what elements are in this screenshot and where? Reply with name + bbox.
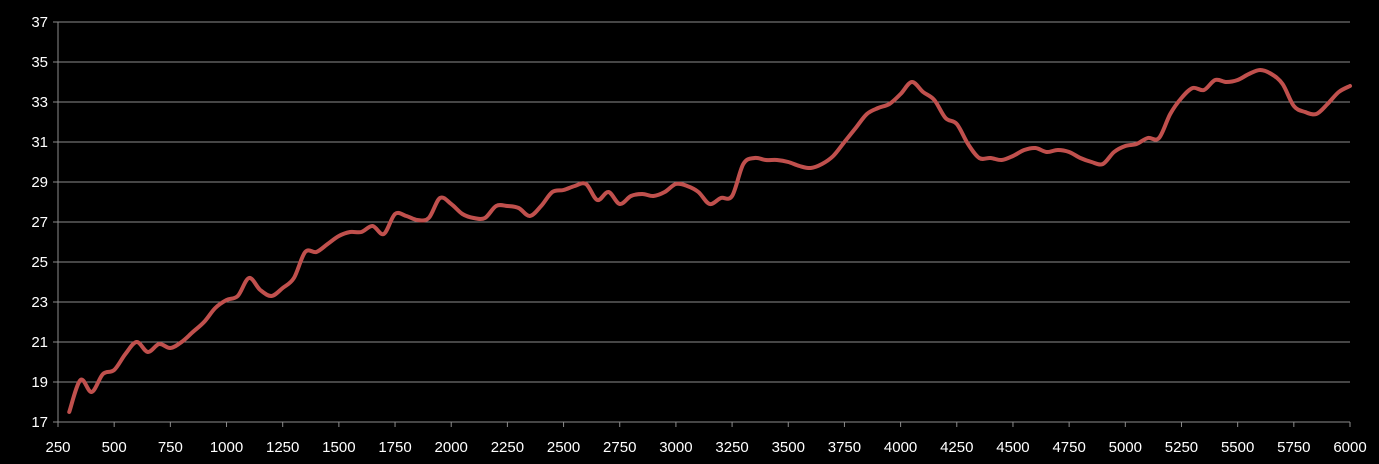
y-tick-label: 17 (31, 414, 48, 431)
gridlines (58, 21, 1350, 383)
x-tick-label: 4250 (940, 439, 973, 456)
x-tick-label: 3250 (715, 439, 748, 456)
x-tick-label: 4000 (884, 439, 917, 456)
x-tick-label: 2750 (603, 439, 636, 456)
tick-labels: 17 19 21 23 25 27 29 31 33 35 37 250 500 750 1000 1250 1… (31, 14, 1366, 456)
x-tick-label: 6000 (1333, 439, 1366, 456)
y-tick-label: 19 (31, 374, 48, 391)
series-layer (67, 68, 1352, 414)
x-tick-label: 4750 (1052, 439, 1085, 456)
x-tick-label: 500 (102, 439, 127, 456)
x-tick-label: 5000 (1109, 439, 1142, 456)
y-tick-label: 21 (31, 334, 48, 351)
y-tick-label: 35 (31, 54, 48, 71)
axes (53, 21, 1351, 427)
y-tick-label: 29 (31, 174, 48, 191)
x-tick-label: 1250 (266, 439, 299, 456)
x-tick-label: 750 (158, 439, 183, 456)
series-line-0 (67, 68, 1352, 414)
x-tick-label: 5250 (1165, 439, 1198, 456)
x-tick-label: 4500 (996, 439, 1029, 456)
x-tick-label: 250 (45, 439, 70, 456)
x-tick-label: 5750 (1277, 439, 1310, 456)
x-tick-label: 1500 (322, 439, 355, 456)
x-tick-label: 3000 (659, 439, 692, 456)
y-tick-label: 37 (31, 14, 48, 31)
x-tick-label: 3750 (828, 439, 861, 456)
y-tick-label: 25 (31, 254, 48, 271)
x-tick-label: 2000 (435, 439, 468, 456)
y-tick-label: 33 (31, 94, 48, 111)
x-tick-label: 1000 (210, 439, 243, 456)
y-tick-label: 31 (31, 134, 48, 151)
x-tick-label: 2500 (547, 439, 580, 456)
x-tick-label: 2250 (491, 439, 524, 456)
x-tick-label: 5500 (1221, 439, 1254, 456)
x-tick-label: 3500 (772, 439, 805, 456)
y-tick-label: 27 (31, 214, 48, 231)
x-tick-label: 1750 (378, 439, 411, 456)
y-tick-label: 23 (31, 294, 48, 311)
